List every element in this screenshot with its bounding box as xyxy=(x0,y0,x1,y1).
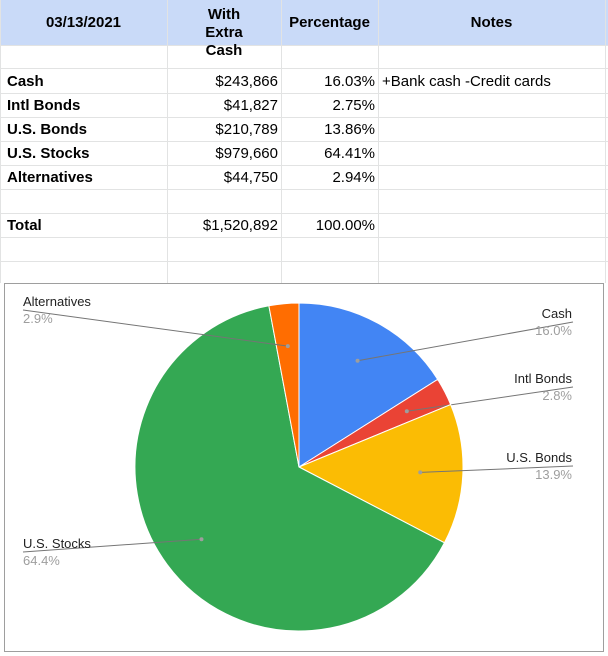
row-border xyxy=(0,189,608,190)
leader-line xyxy=(22,538,202,553)
row-border xyxy=(0,165,608,166)
row-label[interactable]: Cash xyxy=(7,73,44,90)
row-percent[interactable]: 2.75% xyxy=(332,97,375,114)
row-border xyxy=(0,45,608,46)
pie-slice-u-s-stocks[interactable] xyxy=(134,305,446,632)
row-label[interactable]: U.S. Stocks xyxy=(7,145,90,162)
pie-chart-svg: Cash 16.0% Intl Bonds 2.8% U.S. Bonds 13.9% U.… xyxy=(22,294,574,632)
row-label[interactable]: Intl Bonds xyxy=(7,97,81,114)
row-border xyxy=(0,68,608,69)
pie-slice-u-s-bonds[interactable] xyxy=(297,403,464,544)
total-percent[interactable]: 100.00% xyxy=(315,217,375,234)
row-amount[interactable]: $41,827 xyxy=(223,97,278,114)
leader-dot xyxy=(285,344,290,349)
row-label[interactable]: U.S. Bonds xyxy=(7,121,88,138)
row-border xyxy=(0,117,608,118)
row-border xyxy=(0,141,608,142)
total-label[interactable]: Total xyxy=(7,217,42,234)
pie-slice-cash[interactable] xyxy=(298,302,439,468)
header-notes[interactable]: Notes xyxy=(470,14,513,31)
row-border xyxy=(0,213,608,214)
header-date[interactable]: 03/13/2021 xyxy=(45,14,122,31)
header-row-background xyxy=(0,0,608,45)
row-border xyxy=(0,93,608,94)
slice-label: U.S. Stocks xyxy=(23,536,91,551)
leader-dot xyxy=(418,470,423,475)
leader-line xyxy=(22,309,288,347)
leader-line xyxy=(357,321,574,362)
row-amount[interactable]: $979,660 xyxy=(215,145,278,162)
row-percent[interactable]: 16.03% xyxy=(324,73,375,90)
row-border xyxy=(0,237,608,238)
leader-dot xyxy=(355,358,360,363)
slice-label: U.S. Bonds xyxy=(506,450,572,465)
row-amount[interactable]: $210,789 xyxy=(215,121,278,138)
row-percent[interactable]: 64.41% xyxy=(324,145,375,162)
total-amount[interactable]: $1,520,892 xyxy=(202,217,278,234)
leader-line xyxy=(420,465,574,473)
leader-dot xyxy=(404,409,409,414)
leader-line xyxy=(406,386,574,412)
pie-slice-alternatives[interactable] xyxy=(268,302,300,468)
slice-label: Alternatives xyxy=(23,294,91,309)
slice-percent-label: 16.0% xyxy=(535,323,572,338)
slice-percent-label: 64.4% xyxy=(23,553,60,568)
slice-label: Cash xyxy=(542,306,572,321)
header-percentage[interactable]: Percentage xyxy=(289,14,370,31)
slice-percent-label: 2.9% xyxy=(23,311,53,326)
row-amount[interactable]: $243,866 xyxy=(215,73,278,90)
row-amount[interactable]: $44,750 xyxy=(223,169,278,186)
row-border xyxy=(0,261,608,262)
header-with-extra-cash[interactable]: With Extra Cash xyxy=(205,6,243,59)
leader-dot xyxy=(199,537,204,542)
slice-label: Intl Bonds xyxy=(514,371,572,386)
row-percent[interactable]: 2.94% xyxy=(332,169,375,186)
slice-percent-label: 13.9% xyxy=(535,467,572,482)
row-label[interactable]: Alternatives xyxy=(7,169,93,186)
row-percent[interactable]: 13.86% xyxy=(324,121,375,138)
slice-percent-label: 2.8% xyxy=(542,388,572,403)
pie-chart[interactable]: Cash 16.0% Intl Bonds 2.8% U.S. Bonds 13.9% U.… xyxy=(4,283,604,652)
row-note[interactable]: +Bank cash -Credit cards xyxy=(382,73,551,90)
spreadsheet-grid[interactable]: 03/13/2021 With Extra Cash Percentage No… xyxy=(0,0,608,283)
